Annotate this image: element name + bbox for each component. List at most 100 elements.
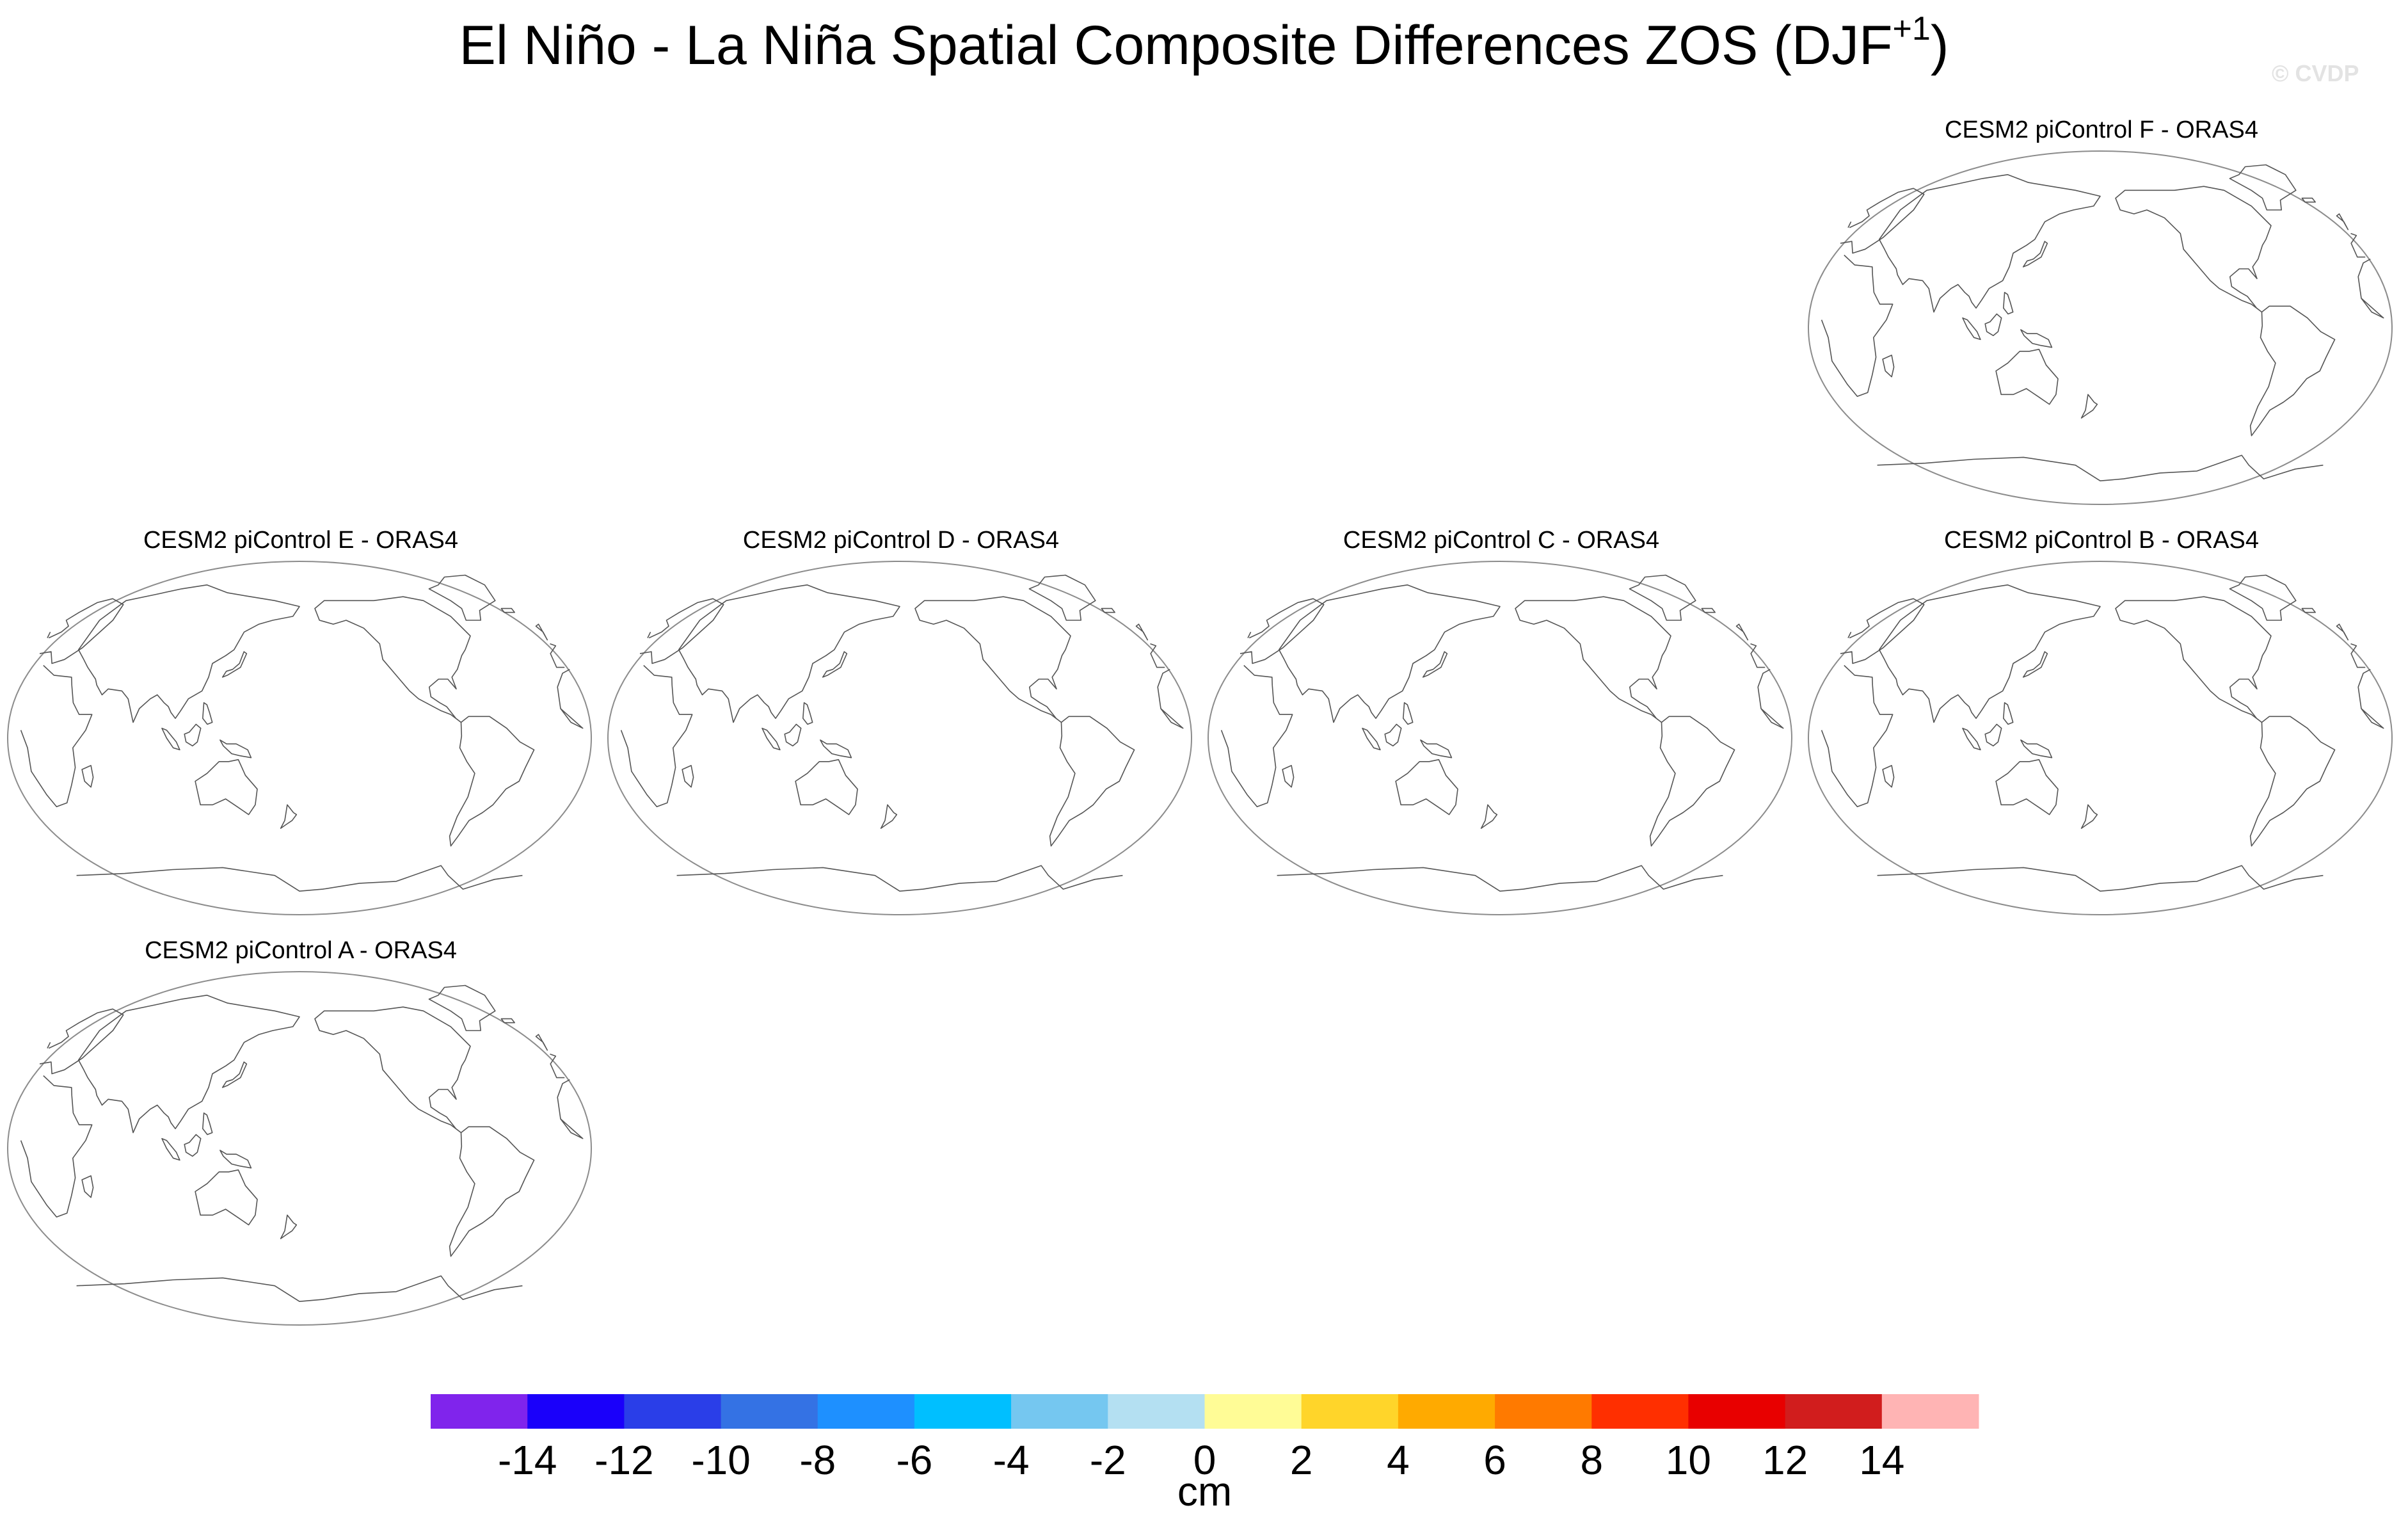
coastline-namerica: [1515, 596, 1671, 723]
coastline-philippines: [802, 702, 813, 725]
coastline-borneo: [784, 723, 802, 747]
map-panel: CESM2 piControl E - ORAS4: [0, 527, 602, 915]
colorbar-box: [1688, 1394, 1786, 1429]
coastline-greenland: [2229, 164, 2297, 211]
colorbar-box: [527, 1394, 625, 1429]
coastline-greenland: [428, 574, 496, 621]
world-map: [7, 561, 592, 915]
coastline-nz: [880, 804, 898, 829]
panel-title: CESM2 piControl C - ORAS4: [1343, 527, 1660, 554]
map-panel: CESM2 piControl F - ORAS4: [1801, 116, 2402, 505]
coastline-iceland: [2301, 197, 2316, 203]
coastline-philippines: [202, 1112, 213, 1136]
coastline-australia: [195, 1169, 258, 1226]
coastline-asia: [1878, 174, 2101, 313]
colorbar-tick-label: -14: [498, 1437, 557, 1483]
coastline-samerica: [2249, 716, 2336, 847]
colorbar-box: [1591, 1394, 1689, 1429]
coastline-uk: [647, 623, 1149, 641]
coastline-asia: [1878, 584, 2101, 723]
coastline-japan: [221, 1061, 248, 1088]
coastline-europe: [39, 598, 565, 668]
credit-watermark: © CVDP: [2272, 60, 2359, 86]
coastline-japan: [1422, 651, 1448, 678]
coastline-philippines: [2003, 702, 2014, 725]
coastline-namerica: [2115, 596, 2272, 723]
coastline-sumatra: [1962, 727, 1981, 751]
coastline-antarctica: [1277, 865, 1723, 892]
colorbar-tick-label: 4: [1387, 1437, 1410, 1483]
coastline-greenland: [2229, 574, 2297, 621]
coastline-iceland: [500, 607, 515, 613]
map-panel: CESM2 piControl C - ORAS4: [1200, 527, 1802, 915]
coastline-nz: [2080, 394, 2098, 419]
coastline-greenland: [1629, 574, 1696, 621]
coastline-europe: [1240, 598, 1766, 668]
colorbar-box: [1108, 1394, 1205, 1429]
world-map: [1808, 150, 2393, 505]
coastline-borneo: [1984, 313, 2002, 337]
colorbar-box: [1785, 1394, 1883, 1429]
panel-title: CESM2 piControl F - ORAS4: [1945, 116, 2258, 143]
colorbar-unit-label: cm: [1177, 1468, 1232, 1514]
map-boundary: [1808, 150, 2393, 505]
coastline-africa: [620, 664, 1184, 808]
coastline-antarctica: [1877, 865, 2324, 892]
coastline-antarctica: [76, 1275, 523, 1302]
coastline-newguinea: [219, 739, 252, 759]
coastline-borneo: [184, 723, 202, 747]
coastline-australia: [1995, 759, 2059, 815]
coastline-philippines: [1403, 702, 1414, 725]
world-map: [7, 971, 592, 1326]
coastline-samerica: [2249, 305, 2336, 437]
coastline-sumatra: [161, 727, 180, 751]
coastline-asia: [77, 995, 300, 1134]
page-title: El Niño - La Niña Spatial Composite Diff…: [459, 10, 1949, 76]
coastline-japan: [822, 651, 848, 678]
coastline-sumatra: [1962, 317, 1981, 341]
colorbar-tick-label: -12: [594, 1437, 654, 1483]
coastline-uk: [47, 623, 548, 641]
panel-title: CESM2 piControl E - ORAS4: [143, 527, 459, 554]
coastline-sumatra: [161, 1137, 180, 1161]
map-boundary: [1808, 561, 2393, 915]
colorbar-box: [1011, 1394, 1108, 1429]
map-boundary: [7, 971, 592, 1326]
coastline-europe: [1840, 598, 2366, 668]
colorbar-tick-label: 0: [1193, 1437, 1216, 1483]
coastline-sumatra: [1362, 727, 1381, 751]
coastline-europe: [39, 1008, 565, 1079]
coastline-newguinea: [219, 1150, 252, 1169]
map-panel: CESM2 piControl A - ORAS4: [0, 937, 602, 1326]
coastline-europe: [639, 598, 1165, 668]
colorbar-box: [624, 1394, 722, 1429]
colorbar-box: [1398, 1394, 1495, 1429]
colorbar-box: [721, 1394, 818, 1429]
colorbar-tick-label: -8: [799, 1437, 836, 1483]
coastline-asia: [77, 584, 300, 723]
coastline-africa: [20, 664, 584, 808]
panel-title: CESM2 piControl B - ORAS4: [1943, 527, 2260, 554]
coastline-africa: [1821, 664, 2384, 808]
panel-title: CESM2 piControl A - ORAS4: [145, 937, 457, 964]
map-panel: CESM2 piControl B - ORAS4: [1801, 527, 2402, 915]
colorbar-tick-label: 10: [1666, 1437, 1711, 1483]
coastline-africa: [20, 1075, 584, 1218]
map-boundary: [607, 561, 1192, 915]
coastline-africa: [1220, 664, 1784, 808]
coastline-antarctica: [76, 865, 523, 892]
colorbar-box: [1301, 1394, 1399, 1429]
coastline-nz: [1480, 804, 1498, 829]
coastline-australia: [795, 759, 858, 815]
coastline-namerica: [314, 596, 471, 723]
world-map: [1808, 561, 2393, 915]
coastline-borneo: [1984, 723, 2002, 747]
panel-title: CESM2 piControl D - ORAS4: [742, 527, 1060, 554]
coastline-newguinea: [2020, 739, 2053, 759]
colorbar-tick-label: -10: [691, 1437, 751, 1483]
coastline-japan: [2022, 241, 2048, 268]
coastline-greenland: [1028, 574, 1096, 621]
colorbar-tick-label: 14: [1859, 1437, 1904, 1483]
coastline-greenland: [428, 984, 496, 1031]
coastline-iceland: [1701, 607, 1716, 613]
